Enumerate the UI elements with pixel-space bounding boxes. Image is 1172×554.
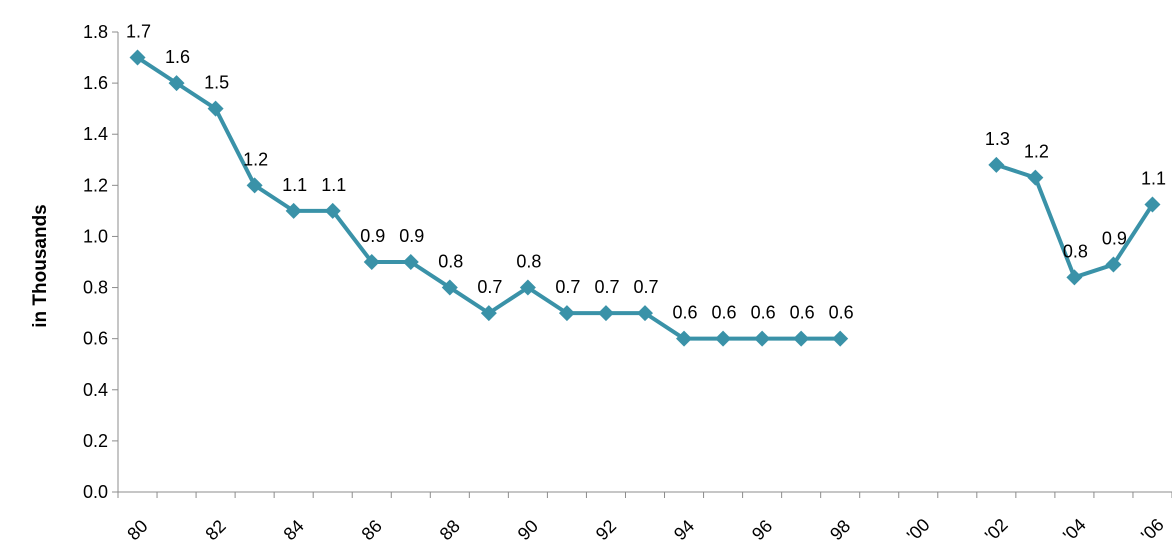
- x-tick-label: 94: [670, 516, 698, 544]
- data-point-marker: [1144, 196, 1161, 213]
- data-label: 0.6: [673, 303, 698, 323]
- data-label: 1.1: [1141, 169, 1166, 189]
- x-tick-label: '00: [903, 515, 934, 546]
- data-point-marker: [754, 330, 771, 347]
- x-tick-label: '04: [1059, 515, 1090, 546]
- data-label: 0.8: [438, 252, 463, 272]
- data-point-marker: [168, 75, 185, 92]
- data-point-marker: [207, 100, 224, 117]
- data-point-marker: [637, 305, 653, 322]
- data-label: 0.8: [516, 252, 541, 272]
- data-point-marker: [129, 49, 146, 66]
- x-tick-label: 90: [514, 516, 542, 544]
- data-label: 1.1: [321, 175, 346, 195]
- x-axis-ticks: 80 82 84 86 88 90 92 94 96 98 '00 '02 '04 '06: [117, 492, 1172, 546]
- data-label: 0.6: [751, 303, 776, 323]
- y-tick-label: 1.4: [83, 124, 108, 144]
- data-point-marker: [988, 156, 1005, 173]
- y-tick-label: 1.6: [83, 73, 108, 93]
- data-point-marker: [480, 305, 497, 322]
- y-tick-label: 0.0: [83, 482, 108, 502]
- data-label: 1.6: [165, 47, 190, 67]
- x-tick-label: 84: [280, 516, 308, 544]
- y-axis-ticks: 0.0 0.2 0.4 0.6 0.8 1.0 1.2 1.4 1.6 1.8: [83, 22, 118, 502]
- data-point-marker: [402, 254, 419, 270]
- data-point-marker: [597, 305, 614, 322]
- data-point-marker: [324, 202, 341, 219]
- data-label: 1.2: [243, 149, 268, 169]
- data-point-marker: [246, 177, 263, 194]
- x-tick-label: 80: [123, 516, 151, 544]
- data-point-marker: [832, 330, 849, 347]
- data-label: 0.7: [477, 277, 502, 297]
- data-label: 0.7: [594, 277, 619, 297]
- data-point-marker: [558, 305, 575, 322]
- data-point-marker: [1027, 169, 1044, 186]
- data-label: 1.3: [985, 129, 1010, 149]
- x-tick-label: 82: [201, 516, 229, 544]
- x-tick-label: 86: [358, 516, 386, 544]
- data-label: 1.2: [1024, 142, 1049, 162]
- data-label: 1.7: [126, 22, 151, 42]
- data-label: 0.9: [399, 226, 424, 246]
- data-label: 0.9: [360, 226, 385, 246]
- data-label: 1.1: [282, 175, 307, 195]
- data-point-marker: [715, 330, 732, 347]
- series-group: [129, 49, 1161, 347]
- data-point-marker: [363, 254, 380, 270]
- data-point-marker: [519, 279, 536, 296]
- data-label: 0.6: [790, 303, 815, 323]
- data-labels: 1.7 1.6 1.5 1.2 1.1 1.1 0.9 0.9 0.8 0.7 0.8 0.7 0.7 0…: [126, 22, 1166, 323]
- y-tick-label: 0.4: [83, 380, 108, 400]
- y-axis-label: in Thousands: [30, 204, 51, 328]
- y-tick-label: 0.8: [83, 278, 108, 298]
- x-tick-label: 92: [592, 516, 620, 544]
- data-point-marker: [441, 279, 458, 296]
- axes: [117, 32, 1172, 493]
- data-point-marker: [793, 330, 810, 347]
- data-label: 0.7: [555, 277, 580, 297]
- y-tick-label: 0.6: [83, 329, 108, 349]
- x-tick-label: 96: [748, 516, 776, 544]
- x-tick-label: 98: [826, 516, 854, 544]
- data-label: 0.7: [633, 277, 658, 297]
- x-tick-label: '06: [1137, 515, 1168, 546]
- y-tick-label: 1.2: [83, 175, 108, 195]
- data-point-marker: [1066, 269, 1083, 286]
- x-tick-label: '02: [981, 515, 1012, 546]
- x-tick-label: 88: [436, 516, 464, 544]
- data-label: 0.6: [829, 303, 854, 323]
- y-tick-label: 1.8: [83, 22, 108, 42]
- y-tick-label: 0.2: [83, 431, 108, 451]
- data-label: 1.5: [204, 73, 229, 93]
- y-tick-label: 1.0: [83, 226, 108, 246]
- data-label: 0.8: [1063, 241, 1088, 261]
- data-point-marker: [285, 202, 302, 219]
- data-point-marker: [676, 330, 693, 347]
- data-label: 0.9: [1102, 229, 1127, 249]
- data-point-marker: [1105, 256, 1122, 273]
- data-label: 0.6: [712, 303, 737, 323]
